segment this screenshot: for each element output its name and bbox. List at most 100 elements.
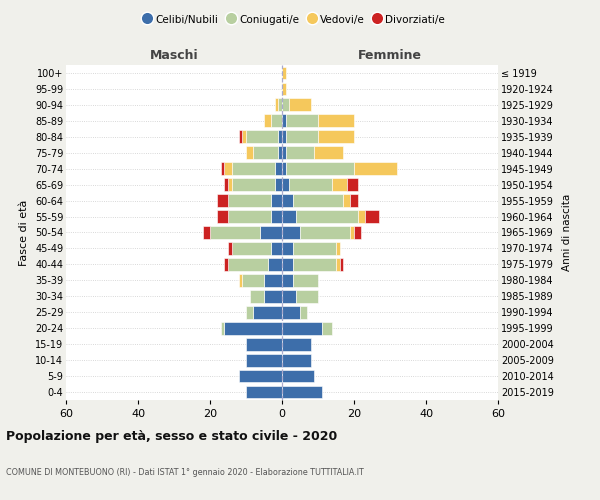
Bar: [246, 338, 282, 350]
Bar: [293, 194, 343, 207]
Bar: [282, 322, 322, 334]
Bar: [242, 274, 264, 286]
Bar: [253, 146, 278, 159]
Bar: [282, 146, 286, 159]
Bar: [253, 306, 282, 318]
Bar: [239, 274, 242, 286]
Bar: [264, 274, 282, 286]
Bar: [289, 178, 332, 191]
Bar: [286, 114, 318, 127]
Bar: [300, 226, 350, 239]
Bar: [282, 162, 286, 175]
Bar: [293, 242, 336, 255]
Bar: [271, 210, 282, 223]
Bar: [224, 322, 282, 334]
Bar: [224, 162, 232, 175]
Bar: [282, 242, 293, 255]
Bar: [228, 210, 271, 223]
Bar: [246, 146, 253, 159]
Bar: [286, 162, 354, 175]
Text: COMUNE DI MONTEBUONO (RI) - Dati ISTAT 1° gennaio 2020 - Elaborazione TUTTITALIA: COMUNE DI MONTEBUONO (RI) - Dati ISTAT 1…: [6, 468, 364, 477]
Bar: [264, 114, 271, 127]
Text: Maschi: Maschi: [149, 49, 199, 62]
Bar: [282, 306, 300, 318]
Bar: [246, 354, 282, 366]
Bar: [275, 98, 278, 112]
Bar: [286, 130, 318, 143]
Bar: [275, 178, 282, 191]
Bar: [224, 258, 228, 271]
Bar: [228, 242, 232, 255]
Bar: [282, 194, 293, 207]
Bar: [282, 98, 289, 112]
Bar: [300, 306, 307, 318]
Bar: [318, 130, 354, 143]
Bar: [221, 322, 224, 334]
Bar: [358, 210, 365, 223]
Bar: [217, 194, 228, 207]
Text: Femmine: Femmine: [358, 49, 422, 62]
Bar: [365, 210, 379, 223]
Bar: [354, 162, 397, 175]
Bar: [336, 258, 340, 271]
Bar: [322, 322, 332, 334]
Bar: [271, 242, 282, 255]
Bar: [228, 194, 271, 207]
Y-axis label: Fasce di età: Fasce di età: [19, 200, 29, 266]
Bar: [278, 130, 282, 143]
Bar: [296, 210, 358, 223]
Bar: [228, 258, 268, 271]
Bar: [232, 178, 275, 191]
Y-axis label: Anni di nascita: Anni di nascita: [562, 194, 572, 271]
Bar: [282, 274, 293, 286]
Bar: [271, 114, 282, 127]
Bar: [246, 130, 278, 143]
Bar: [278, 146, 282, 159]
Bar: [282, 338, 311, 350]
Bar: [282, 114, 286, 127]
Bar: [318, 114, 354, 127]
Bar: [246, 386, 282, 398]
Bar: [350, 226, 354, 239]
Bar: [282, 354, 311, 366]
Bar: [332, 178, 347, 191]
Bar: [228, 178, 232, 191]
Text: Popolazione per età, sesso e stato civile - 2020: Popolazione per età, sesso e stato civil…: [6, 430, 337, 443]
Bar: [289, 98, 311, 112]
Bar: [293, 274, 318, 286]
Bar: [250, 290, 264, 302]
Bar: [293, 258, 336, 271]
Bar: [275, 162, 282, 175]
Bar: [282, 210, 296, 223]
Bar: [282, 226, 300, 239]
Bar: [271, 194, 282, 207]
Bar: [314, 146, 343, 159]
Bar: [282, 66, 286, 80]
Bar: [336, 242, 340, 255]
Bar: [224, 178, 228, 191]
Bar: [282, 130, 286, 143]
Bar: [242, 130, 246, 143]
Bar: [232, 242, 271, 255]
Bar: [221, 162, 224, 175]
Bar: [282, 258, 293, 271]
Bar: [217, 210, 228, 223]
Bar: [278, 98, 282, 112]
Bar: [282, 82, 286, 96]
Bar: [210, 226, 260, 239]
Bar: [268, 258, 282, 271]
Bar: [286, 146, 314, 159]
Bar: [232, 162, 275, 175]
Bar: [340, 258, 343, 271]
Bar: [260, 226, 282, 239]
Bar: [350, 194, 358, 207]
Bar: [343, 194, 350, 207]
Legend: Celibi/Nubili, Coniugati/e, Vedovi/e, Divorziati/e: Celibi/Nubili, Coniugati/e, Vedovi/e, Di…: [139, 10, 449, 29]
Bar: [264, 290, 282, 302]
Bar: [282, 370, 314, 382]
Bar: [347, 178, 358, 191]
Bar: [296, 290, 318, 302]
Bar: [203, 226, 210, 239]
Bar: [246, 306, 253, 318]
Bar: [239, 370, 282, 382]
